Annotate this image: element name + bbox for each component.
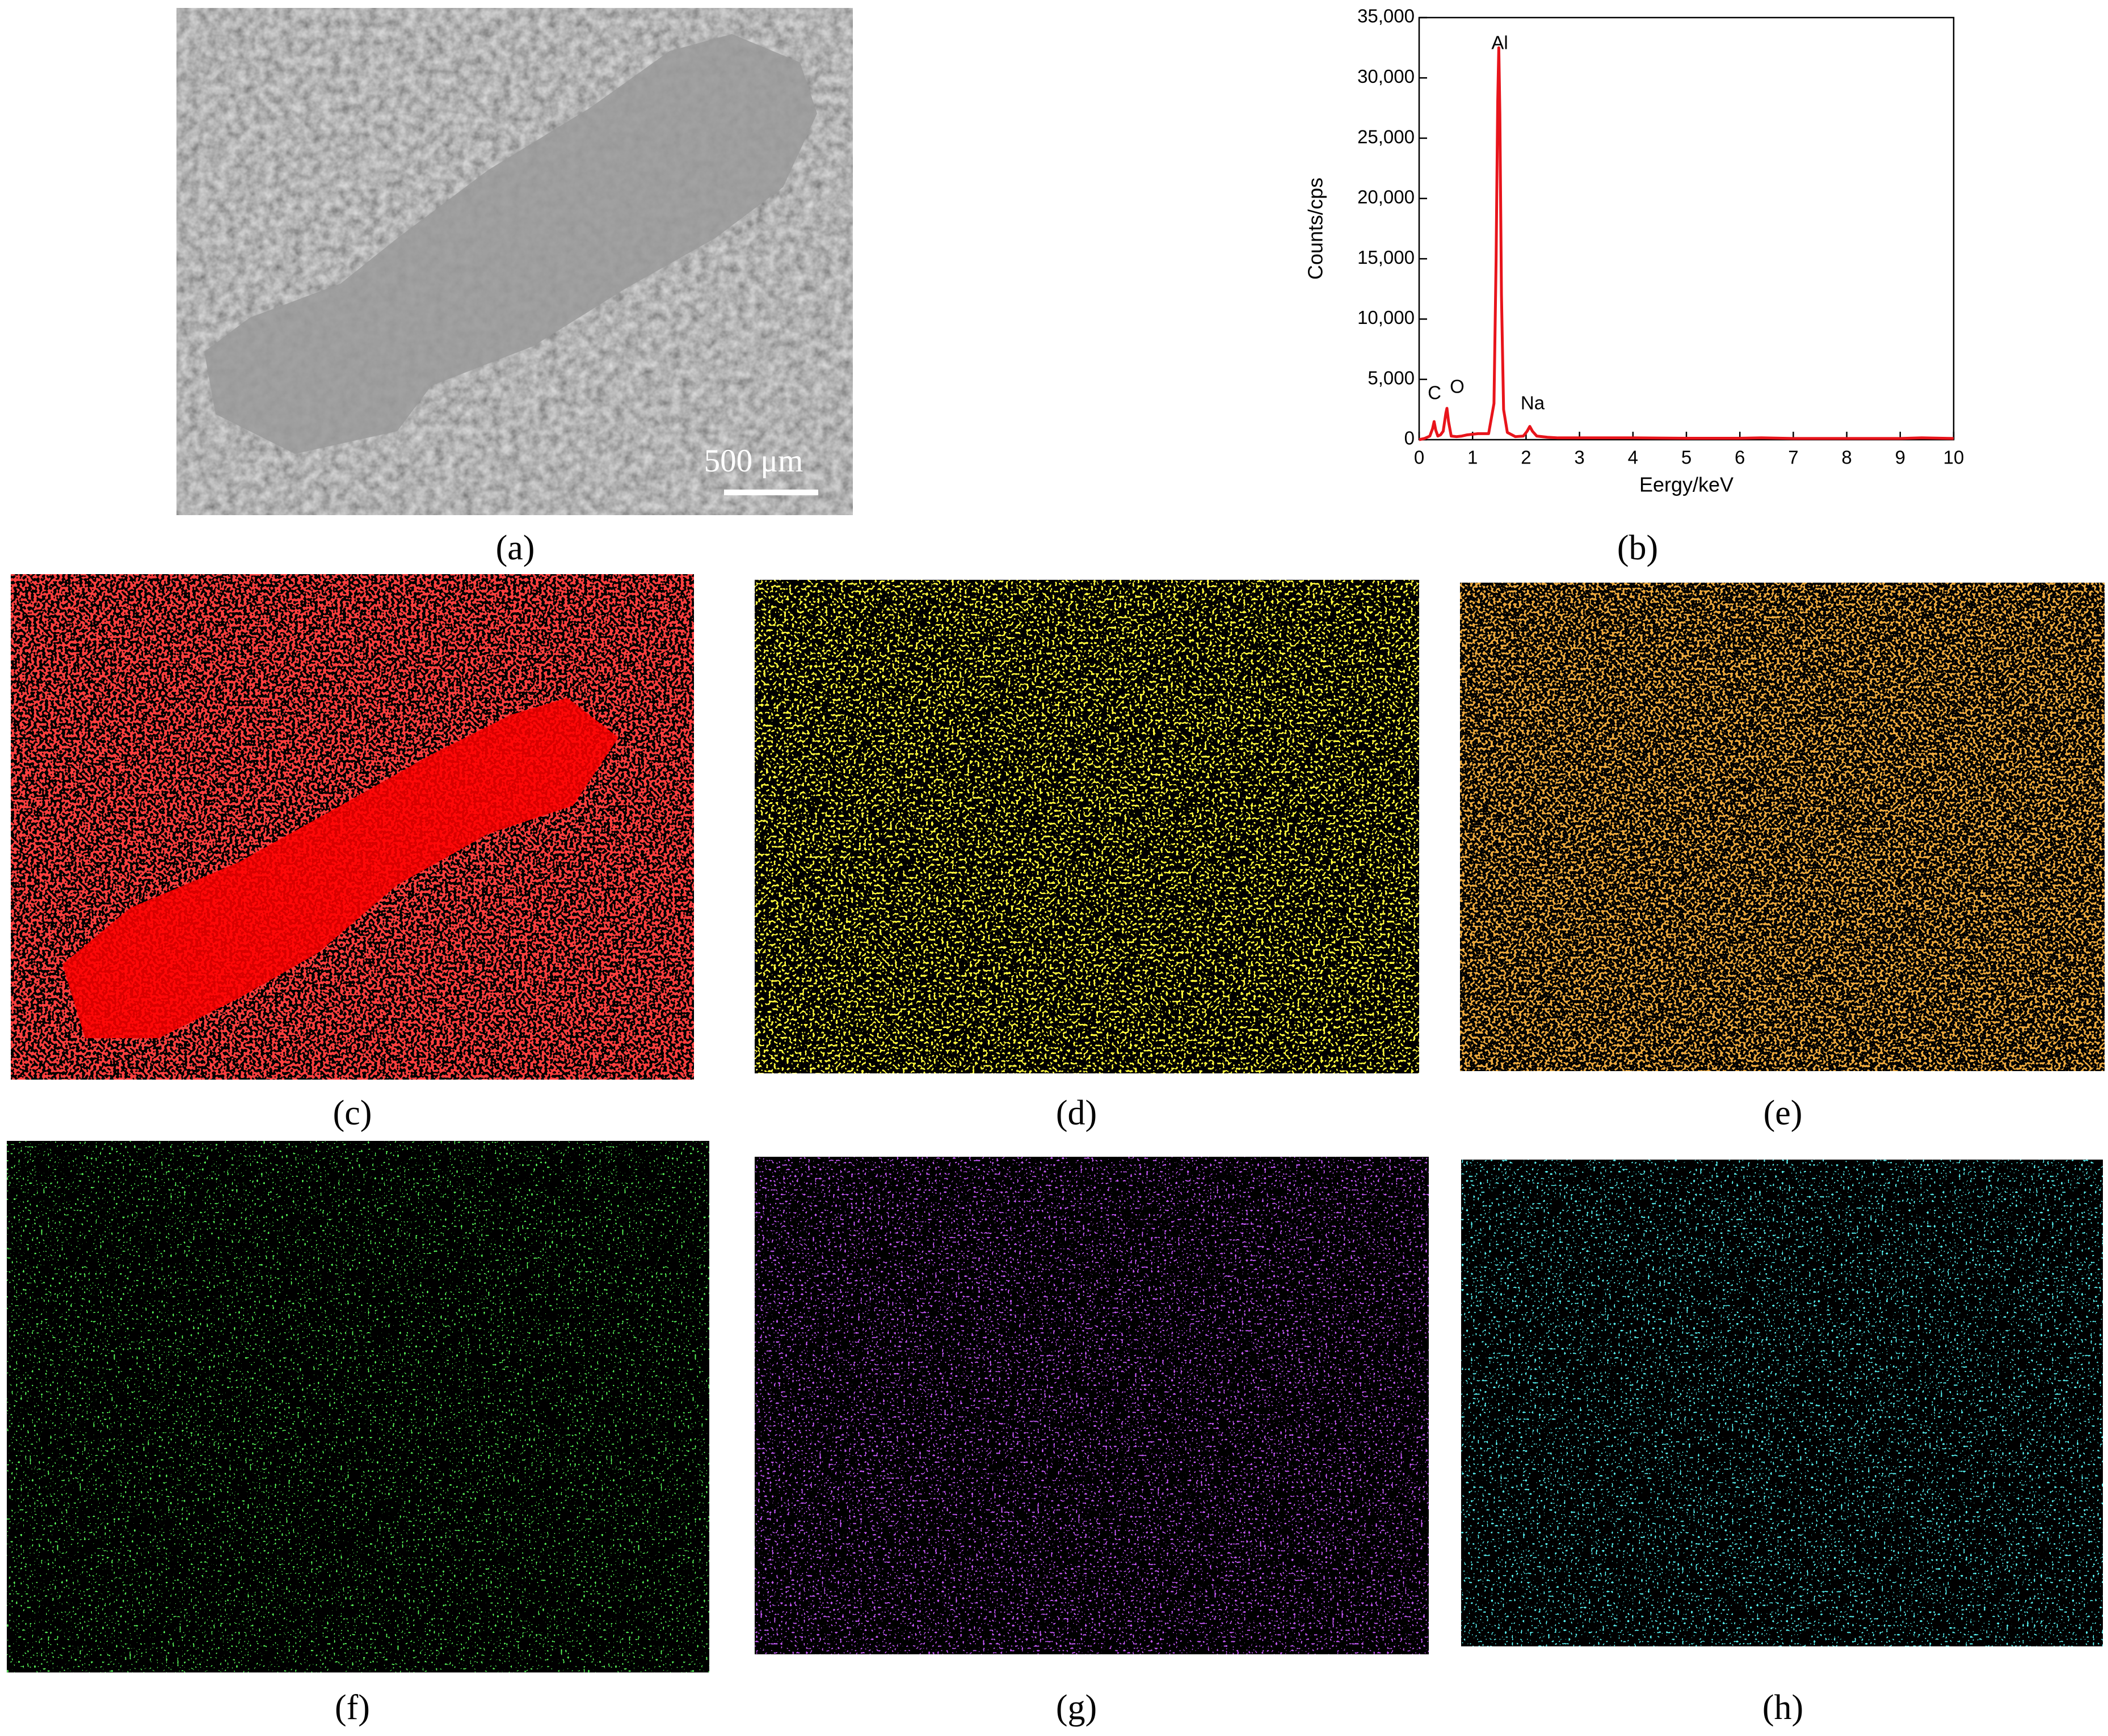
x-tick-label: 9 xyxy=(1895,447,1905,468)
y-axis-label: Counts/cps xyxy=(1304,178,1327,280)
y-tick-label: 5,000 xyxy=(1368,367,1415,388)
map-speckle xyxy=(1460,583,2105,1071)
map-speckle xyxy=(7,1141,709,1672)
x-axis-label: Eergy/keV xyxy=(1639,473,1733,496)
scale-bar-label: 500 μm xyxy=(704,443,803,479)
panel-label: (h) xyxy=(1762,1688,1803,1727)
map-dense-region xyxy=(62,698,618,1038)
y-tick-label: 35,000 xyxy=(1357,6,1415,27)
sem-particle xyxy=(204,34,817,454)
y-tick-label: 25,000 xyxy=(1357,126,1415,147)
panel-label: (a) xyxy=(496,529,535,567)
y-tick-label: 15,000 xyxy=(1357,247,1415,268)
x-tick-label: 2 xyxy=(1521,447,1531,468)
panel-label: (e) xyxy=(1764,1094,1803,1132)
panel-label: (f) xyxy=(335,1688,370,1727)
peak-annotation: Na xyxy=(1521,393,1545,414)
map-speckle xyxy=(755,1157,1429,1654)
x-tick-label: 4 xyxy=(1628,447,1638,468)
panel-label: (g) xyxy=(1056,1688,1097,1727)
y-tick-label: 20,000 xyxy=(1357,187,1415,208)
x-tick-label: 3 xyxy=(1574,447,1584,468)
peak-annotation: Al xyxy=(1491,32,1508,53)
panel-label: (c) xyxy=(333,1094,372,1132)
panel-label: (b) xyxy=(1617,529,1658,567)
x-tick-label: 5 xyxy=(1681,447,1692,468)
x-tick-label: 0 xyxy=(1414,447,1424,468)
x-tick-label: 8 xyxy=(1841,447,1852,468)
x-tick-label: 1 xyxy=(1467,447,1478,468)
sem-image: 500 μm xyxy=(176,8,853,515)
x-tick-label: 10 xyxy=(1943,447,1964,468)
y-tick-label: 10,000 xyxy=(1357,307,1415,328)
x-tick-label: 6 xyxy=(1735,447,1745,468)
y-tick-label: 30,000 xyxy=(1357,66,1415,87)
spectrum-line xyxy=(1419,46,1954,441)
map-speckle xyxy=(1461,1160,2103,1646)
y-tick-label: 0 xyxy=(1404,428,1415,449)
peak-annotation: C xyxy=(1428,382,1441,403)
x-tick-label: 7 xyxy=(1788,447,1798,468)
peak-annotation: O xyxy=(1450,376,1465,397)
map-speckle xyxy=(755,580,1419,1073)
panel-label: (d) xyxy=(1056,1094,1097,1132)
